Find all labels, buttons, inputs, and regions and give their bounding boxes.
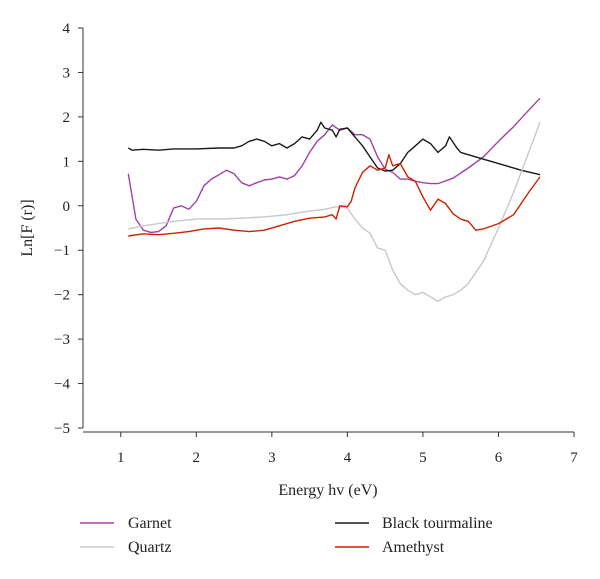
y-tick-label: −3 <box>54 332 70 348</box>
x-tick-label: 4 <box>344 450 352 466</box>
y-tick-label: 4 <box>63 21 71 37</box>
series-line-amethyst <box>128 153 541 237</box>
x-tick-label: 5 <box>419 450 427 466</box>
x-tick-label: 7 <box>570 450 578 466</box>
y-tick-label: −4 <box>54 377 70 393</box>
series-line-black-tourmaline <box>127 121 541 176</box>
y-tick-label: 2 <box>63 110 71 126</box>
x-tick-label: 6 <box>495 450 503 466</box>
axes <box>82 28 574 433</box>
legend-item-black-tourmaline: Black tourmaline <box>335 515 493 532</box>
series-line-quartz <box>128 121 541 302</box>
y-tick-label: −1 <box>54 243 70 259</box>
legend: Garnet Quartz Black tourmaline Amethyst <box>80 515 493 556</box>
series-line-garnet <box>127 97 541 234</box>
legend-item-garnet: Garnet <box>80 515 172 532</box>
legend-label-garnet: Garnet <box>128 515 172 532</box>
x-axis-title: Energy hv (eV) <box>278 482 377 499</box>
legend-label-quartz: Quartz <box>128 539 172 556</box>
y-tick-label: 0 <box>63 199 71 215</box>
legend-item-quartz: Quartz <box>80 539 172 556</box>
y-axis-title: Ln[F (r)] <box>19 199 36 256</box>
y-tick-label: 3 <box>63 65 71 81</box>
legend-label-black-tourmaline: Black tourmaline <box>382 515 493 532</box>
x-tick-label: 3 <box>268 450 276 466</box>
series-layer <box>127 97 541 302</box>
y-ticks: 4 3 2 1 0 −1 −2 −3 −4 −5 <box>54 21 83 437</box>
y-tick-label: −2 <box>54 288 70 304</box>
y-tick-label: 1 <box>63 154 71 170</box>
y-tick-label: −5 <box>54 421 70 437</box>
legend-label-amethyst: Amethyst <box>382 539 445 556</box>
x-tick-label: 1 <box>117 450 125 466</box>
x-tick-label: 2 <box>193 450 201 466</box>
x-ticks: 1 2 3 4 5 6 7 <box>117 432 578 466</box>
legend-item-amethyst: Amethyst <box>335 539 445 556</box>
